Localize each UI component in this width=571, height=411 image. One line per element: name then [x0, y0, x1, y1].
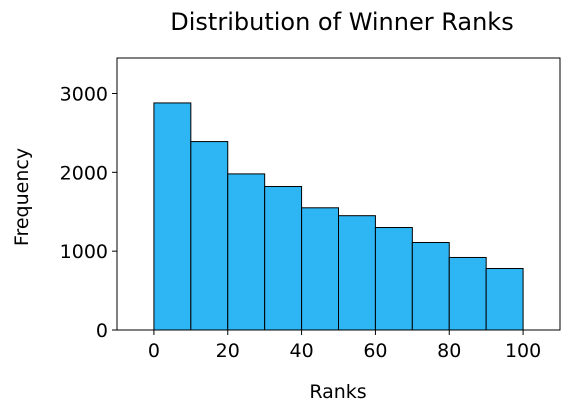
plot-frame — [116, 57, 561, 331]
histogram-bar — [374, 227, 413, 331]
histogram-bar — [338, 215, 376, 331]
histogram-bar — [301, 207, 340, 331]
x-axis-ticks: 0 20 40 60 80 100 — [148, 330, 541, 362]
x-tick-label: 0 — [148, 340, 160, 362]
histogram-bar — [264, 186, 303, 331]
histogram-bar — [411, 241, 450, 331]
x-tick-label: 20 — [216, 340, 240, 362]
y-tick-label: 3000 — [60, 83, 108, 105]
y-tick-label: 0 — [96, 320, 108, 342]
y-axis-label: Frequency — [11, 148, 33, 246]
x-tick-label: 80 — [437, 340, 461, 362]
histogram-bar — [485, 268, 524, 331]
x-tick-label: 40 — [289, 340, 313, 362]
y-axis-ticks: 0 1000 2000 3000 — [60, 83, 117, 342]
histogram-bar — [153, 102, 192, 331]
x-tick-label: 60 — [363, 340, 387, 362]
x-axis-label: Ranks — [309, 381, 366, 403]
histogram-bar — [227, 173, 266, 331]
chart-title: Distribution of Winner Ranks — [170, 8, 513, 36]
y-tick-label: 2000 — [60, 162, 108, 184]
x-tick-label: 100 — [505, 340, 541, 362]
y-tick-label: 1000 — [60, 241, 108, 263]
histogram-bar — [190, 141, 229, 331]
histogram-bar — [448, 256, 487, 331]
bars-group — [153, 102, 524, 331]
